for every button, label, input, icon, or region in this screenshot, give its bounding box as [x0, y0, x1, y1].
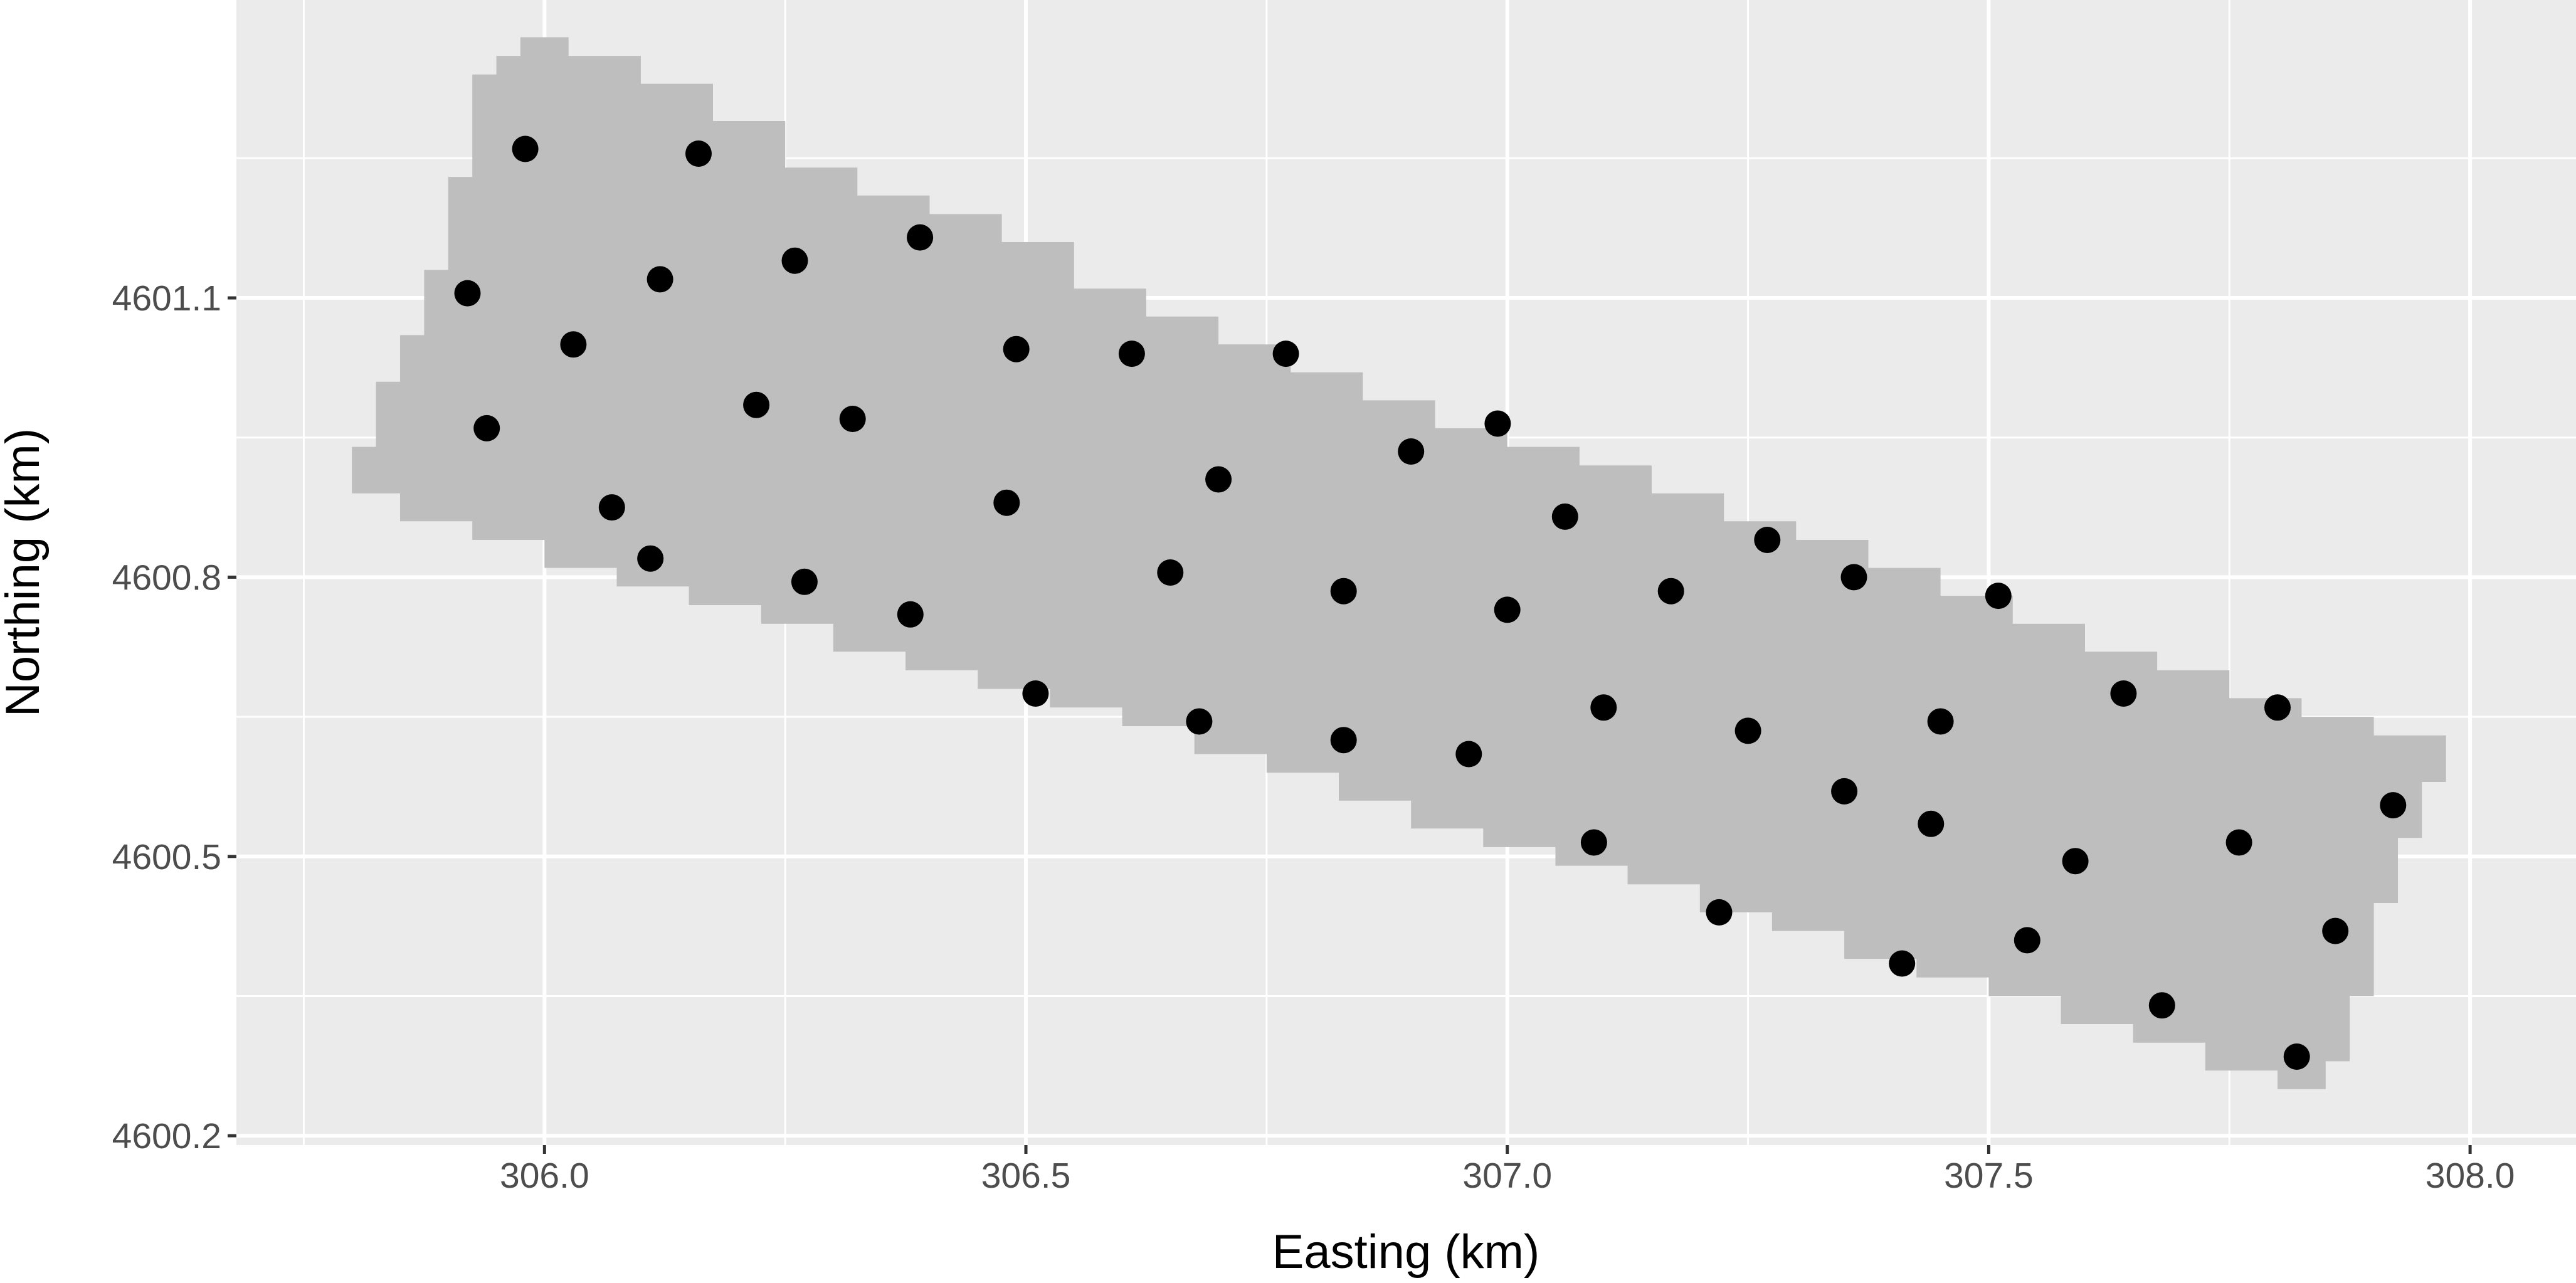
data-point: [907, 224, 934, 251]
data-point: [1330, 727, 1357, 754]
data-point: [1186, 708, 1213, 735]
data-point: [1272, 341, 1299, 367]
data-point: [1840, 564, 1867, 591]
data-point: [637, 545, 664, 572]
data-point: [1398, 438, 1425, 465]
y-axis: 4600.2 4600.5 4600.8 4601.1: [112, 278, 236, 1156]
sample-points: [454, 135, 2407, 1070]
data-point: [897, 601, 924, 628]
data-point: [2062, 848, 2089, 875]
data-point: [1022, 680, 1049, 707]
data-point: [2225, 829, 2252, 856]
y-tick-label: 4601.1: [112, 278, 221, 319]
data-point: [1118, 341, 1145, 367]
data-point: [512, 135, 539, 162]
data-point: [598, 494, 625, 521]
x-tick-label: 307.0: [1462, 1156, 1552, 1196]
data-point: [1580, 829, 1607, 856]
data-point: [1157, 559, 1184, 586]
data-point: [1494, 596, 1521, 623]
data-point: [1484, 410, 1511, 437]
x-tick-label: 307.5: [1944, 1156, 2034, 1196]
data-point: [1657, 578, 1684, 605]
x-tick-label: 306.0: [500, 1156, 589, 1196]
data-point: [2264, 694, 2291, 721]
data-point: [2148, 992, 2175, 1019]
x-tick-label: 308.0: [2426, 1156, 2515, 1196]
data-point: [839, 406, 866, 432]
data-point: [2380, 792, 2407, 819]
data-point: [1003, 335, 1030, 362]
data-point: [685, 140, 712, 167]
data-point: [1734, 717, 1761, 744]
data-point: [2014, 927, 2040, 954]
data-point: [560, 331, 587, 358]
data-point: [1551, 503, 1578, 530]
data-point: [1706, 899, 1733, 926]
data-point: [1918, 810, 1945, 837]
x-axis: 306.0 306.5 307.0 307.5 308.0: [500, 1145, 2515, 1196]
x-tick-label: 306.5: [981, 1156, 1071, 1196]
data-point: [1590, 694, 1617, 721]
data-point: [1927, 708, 1954, 735]
y-tick-label: 4600.8: [112, 557, 221, 598]
y-tick-label: 4600.5: [112, 837, 221, 877]
data-point: [454, 280, 481, 307]
data-point: [1455, 741, 1482, 768]
data-point: [2322, 917, 2349, 944]
data-point: [1205, 466, 1232, 493]
data-point: [1330, 578, 1357, 605]
data-point: [791, 568, 818, 595]
data-point: [1754, 527, 1781, 553]
data-point: [2110, 680, 2137, 707]
data-point: [1889, 950, 1916, 977]
data-point: [743, 391, 770, 418]
x-axis-title: Easting (km): [1272, 1225, 1540, 1279]
data-point: [2283, 1043, 2310, 1070]
data-point: [993, 489, 1020, 516]
data-point: [473, 414, 500, 441]
y-axis-title: Northing (km): [0, 428, 50, 717]
data-point: [1831, 778, 1858, 805]
data-point: [1985, 583, 2012, 610]
y-tick-label: 4600.2: [112, 1116, 221, 1156]
data-point: [781, 247, 808, 274]
data-point: [647, 266, 673, 293]
